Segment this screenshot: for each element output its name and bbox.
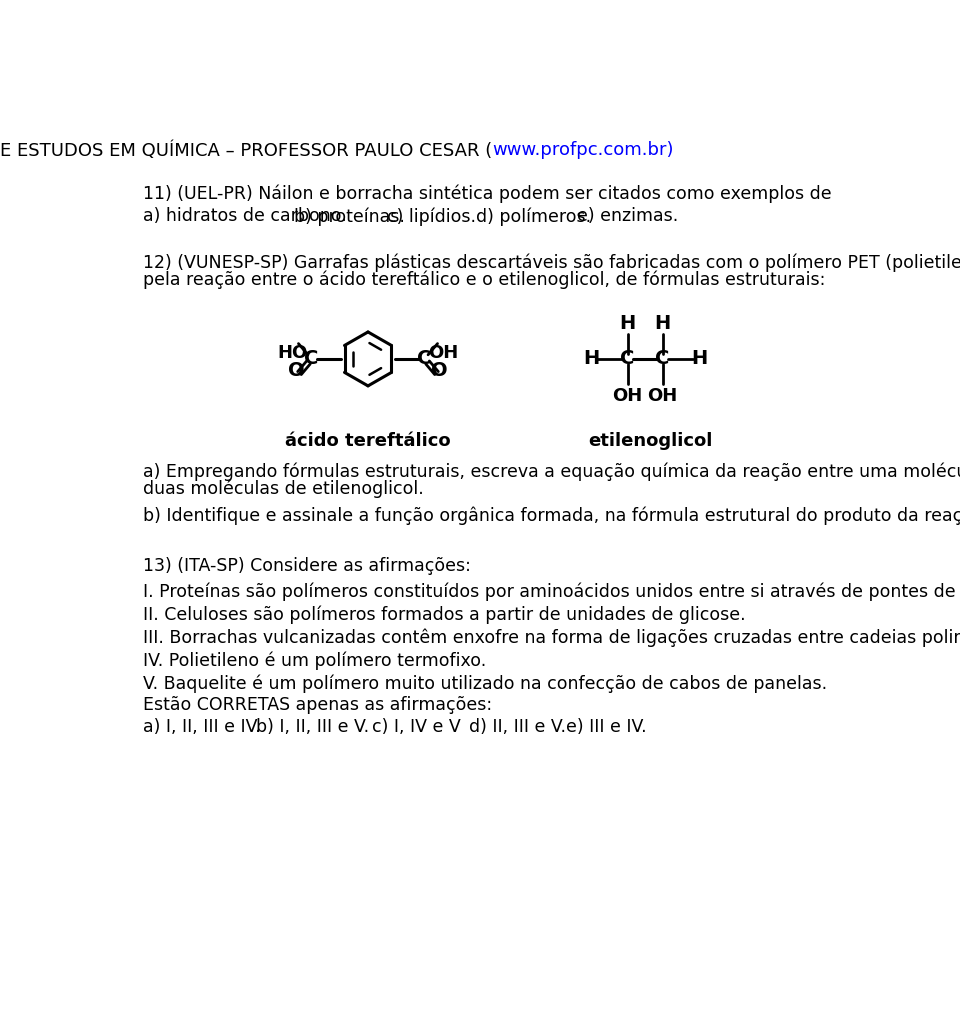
Text: PORTAL DE ESTUDOS EM QUÍMICA – PROFESSOR PAULO CESAR (: PORTAL DE ESTUDOS EM QUÍMICA – PROFESSOR…	[0, 141, 492, 159]
Text: HO: HO	[277, 344, 307, 362]
Text: OH: OH	[612, 387, 643, 404]
Text: e) III e IV.: e) III e IV.	[565, 718, 646, 736]
Text: C: C	[418, 349, 432, 368]
Text: C: C	[620, 349, 635, 368]
Text: www.profpc.com.br): www.profpc.com.br)	[492, 141, 674, 159]
Text: OH: OH	[647, 387, 678, 404]
Text: 13) (ITA-SP) Considere as afirmações:: 13) (ITA-SP) Considere as afirmações:	[143, 557, 471, 575]
Text: III. Borrachas vulcanizadas contêm enxofre na forma de ligações cruzadas entre c: III. Borrachas vulcanizadas contêm enxof…	[143, 629, 960, 647]
Text: b) proteínas.: b) proteínas.	[295, 207, 405, 225]
Text: 12) (VUNESP-SP) Garrafas plásticas descartáveis são fabricadas com o polímero PE: 12) (VUNESP-SP) Garrafas plásticas desca…	[143, 253, 960, 272]
Text: a) I, II, III e IV.: a) I, II, III e IV.	[143, 718, 261, 736]
Text: d) polímeros.: d) polímeros.	[476, 207, 591, 225]
Text: V. Baquelite é um polímero muito utilizado na confecção de cabos de panelas.: V. Baquelite é um polímero muito utiliza…	[143, 674, 828, 693]
Text: a) Empregando fórmulas estruturais, escreva a equação química da reação entre um: a) Empregando fórmulas estruturais, escr…	[143, 463, 960, 482]
Text: ácido tereftálico: ácido tereftálico	[285, 432, 451, 450]
Text: H: H	[655, 313, 671, 333]
Text: d) II, III e V.: d) II, III e V.	[468, 718, 565, 736]
Text: etilenoglicol: etilenoglicol	[588, 432, 713, 450]
Text: II. Celuloses são polímeros formados a partir de unidades de glicose.: II. Celuloses são polímeros formados a p…	[143, 605, 746, 624]
Text: H: H	[691, 349, 708, 368]
Text: b) Identifique e assinale a função orgânica formada, na fórmula estrutural do pr: b) Identifique e assinale a função orgân…	[143, 507, 960, 525]
Text: 11) (UEL-PR) Náilon e borracha sintética podem ser citados como exemplos de: 11) (UEL-PR) Náilon e borracha sintética…	[143, 184, 832, 203]
Text: O: O	[288, 361, 304, 379]
Text: b) I, II, III e V.: b) I, II, III e V.	[255, 718, 369, 736]
Text: pela reação entre o ácido tereftálico e o etilenoglicol, de fórmulas estruturais: pela reação entre o ácido tereftálico e …	[143, 270, 826, 288]
Text: Estão CORRETAS apenas as afirmações:: Estão CORRETAS apenas as afirmações:	[143, 696, 492, 714]
Text: O: O	[431, 361, 447, 379]
Text: c) lipídios.: c) lipídios.	[388, 207, 476, 225]
Text: H: H	[619, 313, 636, 333]
Text: C: C	[656, 349, 670, 368]
Text: H: H	[583, 349, 599, 368]
Text: e) enzimas.: e) enzimas.	[577, 207, 679, 225]
Text: C: C	[304, 349, 319, 368]
Text: I. Proteínas são polímeros constituídos por aminoácidos unidos entre si através : I. Proteínas são polímeros constituídos …	[143, 582, 960, 601]
Text: c) I, IV e V: c) I, IV e V	[372, 718, 461, 736]
Text: OH: OH	[428, 344, 459, 362]
Text: duas moléculas de etilenoglicol.: duas moléculas de etilenoglicol.	[143, 480, 424, 498]
Text: IV. Polietileno é um polímero termofixo.: IV. Polietileno é um polímero termofixo.	[143, 651, 487, 670]
Text: a) hidratos de carbono.: a) hidratos de carbono.	[143, 207, 347, 225]
